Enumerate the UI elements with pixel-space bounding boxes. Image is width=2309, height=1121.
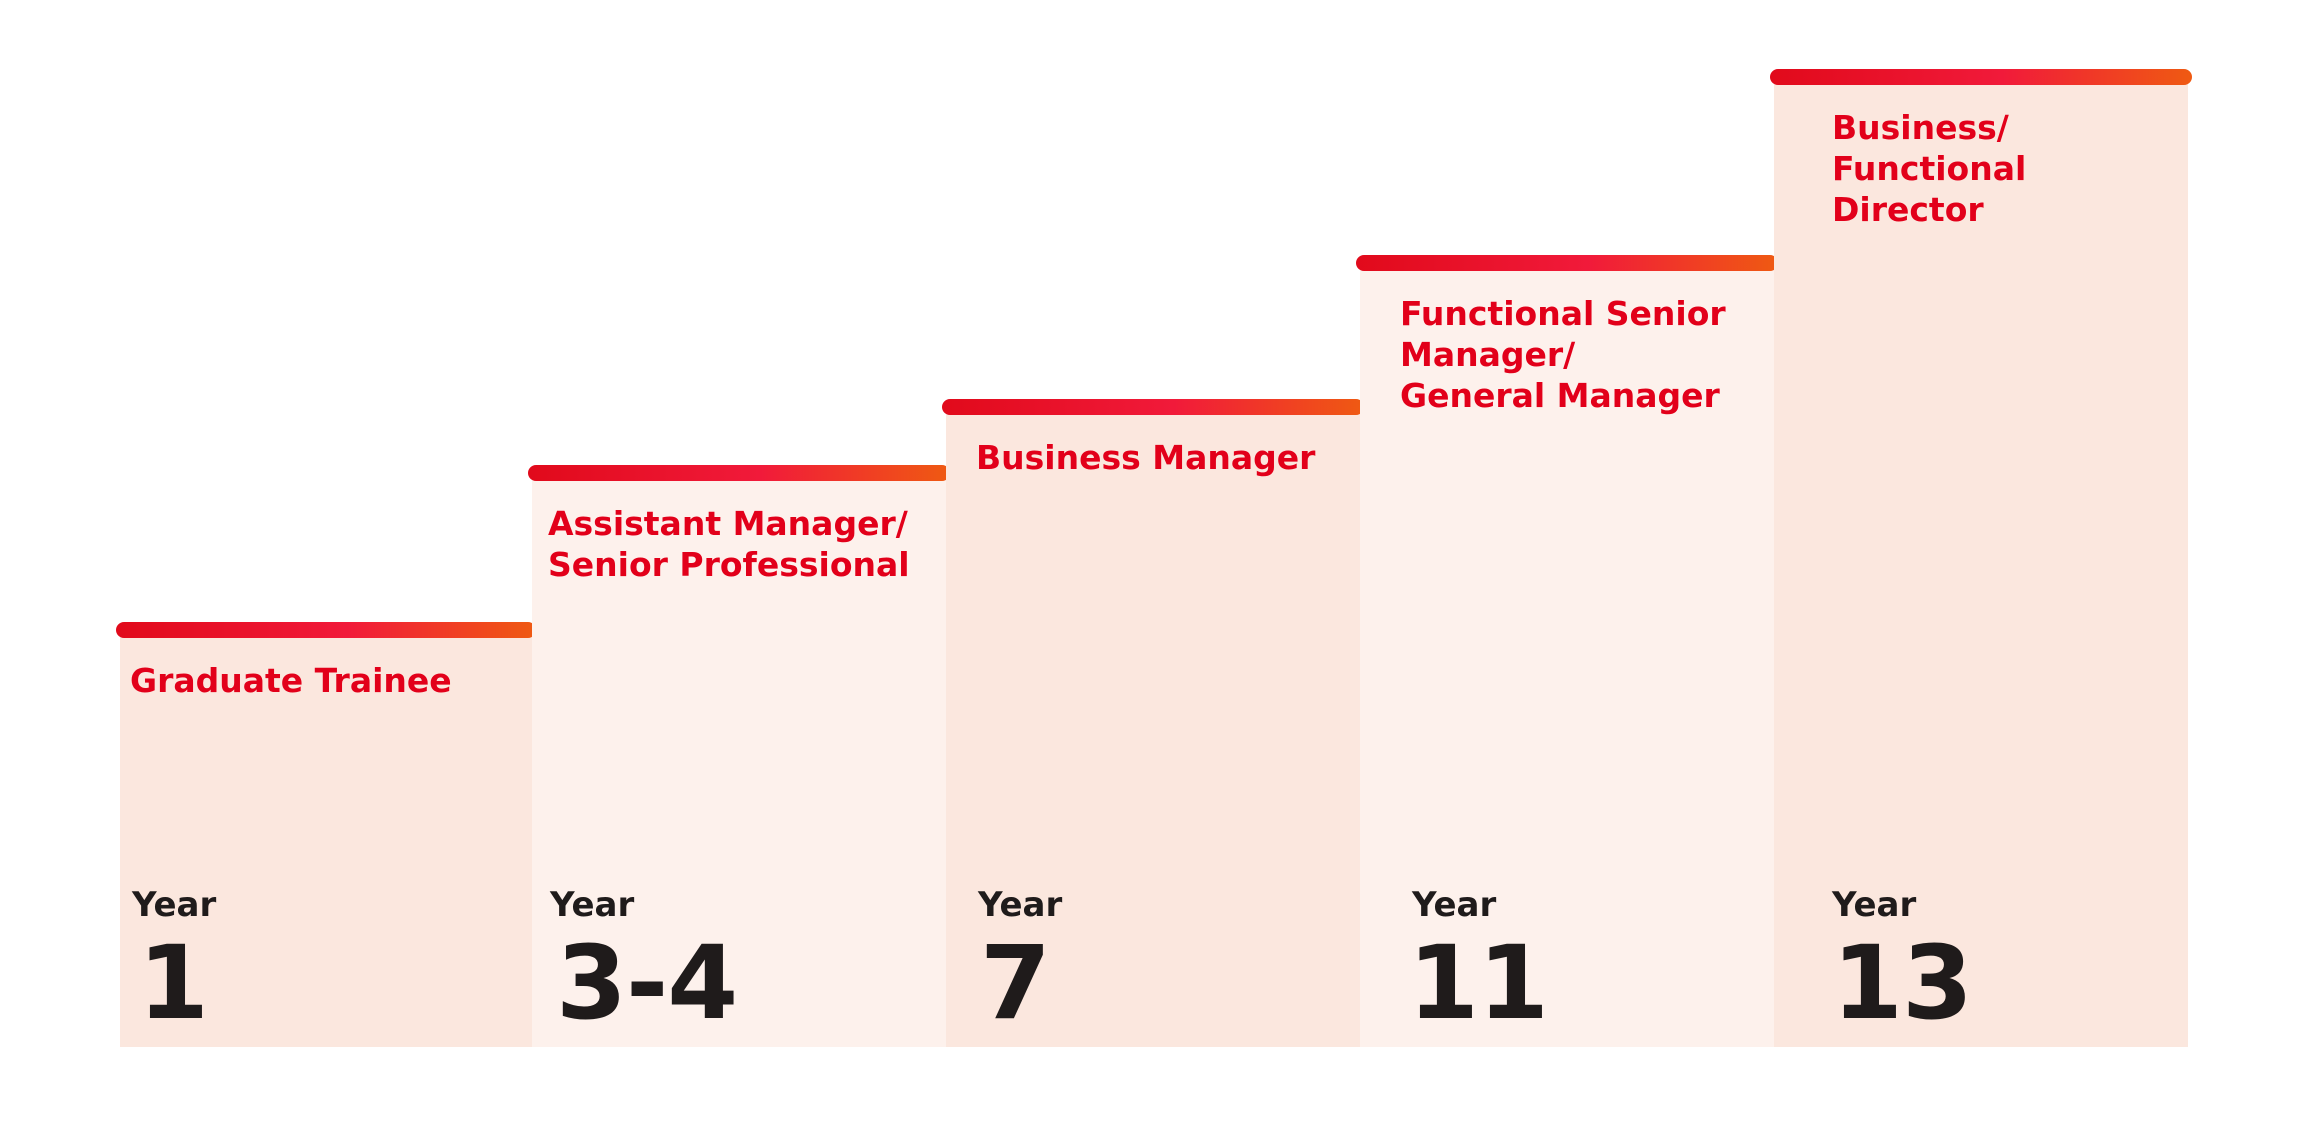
step-graduate-trainee: Graduate Trainee Year 1 bbox=[116, 622, 536, 1047]
step-business-manager: Business Manager Year 7 bbox=[942, 399, 1364, 1047]
step-background bbox=[1774, 79, 2188, 1047]
step-title: Graduate Trainee bbox=[130, 661, 452, 700]
step-top-bar bbox=[528, 465, 950, 481]
year-label: Year bbox=[1412, 885, 1497, 925]
step-title: Business Manager bbox=[976, 438, 1316, 477]
year-value: 1 bbox=[138, 924, 209, 1043]
step-title: Assistant Manager/ Senior Professional bbox=[548, 504, 910, 584]
year-value: 11 bbox=[1408, 924, 1549, 1043]
year-value: 7 bbox=[980, 924, 1051, 1043]
step-senior-general-manager: Functional Senior Manager/ General Manag… bbox=[1356, 255, 1778, 1047]
step-top-bar bbox=[116, 622, 536, 638]
step-background bbox=[120, 632, 532, 1047]
year-label: Year bbox=[1832, 885, 1917, 925]
step-top-bar bbox=[1356, 255, 1778, 271]
step-top-bar bbox=[1770, 69, 2192, 85]
year-value: 13 bbox=[1832, 924, 1973, 1043]
step-business-functional-director: Business/ Functional Director Year 13 bbox=[1770, 69, 2192, 1047]
step-background bbox=[946, 409, 1360, 1047]
step-title: Functional Senior Manager/ General Manag… bbox=[1400, 294, 1726, 415]
year-label: Year bbox=[978, 885, 1063, 925]
year-value: 3-4 bbox=[556, 924, 738, 1043]
year-label: Year bbox=[550, 885, 635, 925]
step-background bbox=[532, 475, 946, 1047]
step-title: Business/ Functional Director bbox=[1832, 108, 2027, 229]
step-assistant-manager: Assistant Manager/ Senior Professional Y… bbox=[528, 465, 950, 1047]
step-top-bar bbox=[942, 399, 1364, 415]
step-background bbox=[1360, 265, 1774, 1047]
year-label: Year bbox=[132, 885, 217, 925]
